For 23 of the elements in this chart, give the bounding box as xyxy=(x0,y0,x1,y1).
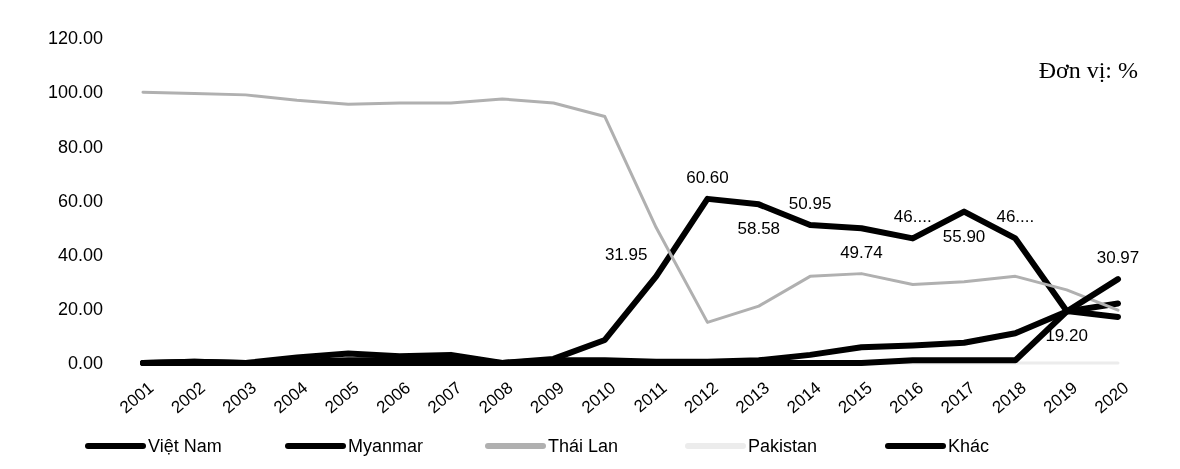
data-label: 50.95 xyxy=(788,194,832,214)
legend-label: Khác xyxy=(948,436,990,457)
data-label: 55.90 xyxy=(942,226,986,246)
data-label: 60.60 xyxy=(686,167,729,187)
legend-label: Việt Nam xyxy=(148,436,222,457)
legend-label: Thái Lan xyxy=(548,436,619,457)
data-label: 49.74 xyxy=(840,243,883,263)
y-tick-label: 20.00 xyxy=(57,299,103,320)
data-label: 46.... xyxy=(893,207,932,227)
data-label: 31.95 xyxy=(604,245,648,265)
y-tick-label: 80.00 xyxy=(57,136,103,157)
data-label: 58.58 xyxy=(737,219,781,239)
y-tick-label: 100.00 xyxy=(47,82,103,103)
data-label: 19.20 xyxy=(1045,326,1088,345)
y-tick-label: 0.00 xyxy=(67,353,103,374)
legend-label: Myanmar xyxy=(348,436,424,457)
y-tick-label: 60.00 xyxy=(57,190,103,211)
y-tick-label: 120.00 xyxy=(47,28,103,49)
y-tick-label: 40.00 xyxy=(57,244,103,265)
data-label: 46.... xyxy=(996,207,1035,227)
legend-label: Pakistan xyxy=(748,436,818,457)
data-label: 30.97 xyxy=(1096,248,1140,268)
annotation: Đơn vị: % xyxy=(1038,57,1138,83)
